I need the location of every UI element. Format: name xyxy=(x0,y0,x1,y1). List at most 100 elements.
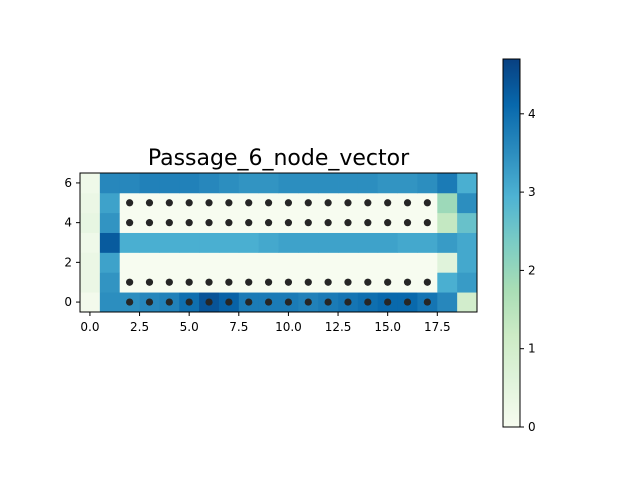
node-marker xyxy=(185,199,193,207)
node-marker xyxy=(225,278,233,286)
heatmap-cell xyxy=(80,212,101,233)
node-marker xyxy=(403,278,412,286)
heatmap-cell xyxy=(298,252,319,273)
node-marker xyxy=(344,298,352,306)
heatmap-cell xyxy=(218,252,240,273)
node-marker xyxy=(423,219,431,227)
heatmap-cell xyxy=(119,232,140,253)
heatmap-cell xyxy=(258,232,279,253)
node-marker xyxy=(364,278,372,286)
node-marker xyxy=(384,298,392,306)
heatmap-cell xyxy=(457,272,478,293)
heatmap-cell xyxy=(397,232,418,253)
node-marker xyxy=(423,298,431,306)
node-marker xyxy=(145,298,154,306)
heatmap-cell xyxy=(457,292,478,313)
heatmap-cell xyxy=(218,173,240,194)
heatmap-cell xyxy=(159,232,180,253)
heatmap-cell xyxy=(437,232,458,253)
x-tick-label: 15.0 xyxy=(374,320,401,334)
node-marker xyxy=(403,298,412,306)
x-tick-label: 5.0 xyxy=(180,320,199,334)
node-marker xyxy=(264,199,273,207)
heatmap-cell xyxy=(437,212,458,233)
heatmap-cell xyxy=(318,252,339,273)
node-marker xyxy=(304,219,312,227)
heatmap-cell xyxy=(278,173,299,194)
heatmap-cell xyxy=(179,252,200,273)
node-marker xyxy=(384,199,392,207)
chart-title: Passage_6_node_vector xyxy=(148,146,410,171)
heatmap-cell xyxy=(397,173,418,194)
heatmap-cell xyxy=(437,173,458,194)
node-marker xyxy=(264,298,273,306)
node-marker xyxy=(324,199,332,207)
node-marker xyxy=(205,278,213,286)
colorbar xyxy=(502,58,521,428)
node-marker xyxy=(165,298,173,306)
node-marker xyxy=(165,278,173,286)
node-marker xyxy=(284,219,293,227)
heatmap-cell xyxy=(99,292,121,313)
node-marker xyxy=(185,298,193,306)
heatmap-cell xyxy=(397,252,418,273)
heatmap-cell xyxy=(80,272,101,293)
heatmap-cell xyxy=(238,252,260,273)
node-marker xyxy=(245,219,253,227)
node-marker xyxy=(304,278,312,286)
heatmap-cell xyxy=(159,173,180,194)
heatmap-cell xyxy=(199,252,220,273)
node-marker xyxy=(145,199,154,207)
heatmap-cell xyxy=(377,252,398,273)
heatmap-cell xyxy=(99,212,121,233)
heatmap-cell xyxy=(278,232,299,253)
heatmap-cell xyxy=(80,192,101,214)
x-axis: 0.0 2.5 5.0 7.5 10.0 12.5 15.0 17.5 xyxy=(80,312,451,334)
node-marker xyxy=(284,199,293,207)
node-marker xyxy=(344,219,352,227)
node-marker xyxy=(245,278,253,286)
node-marker xyxy=(205,199,213,207)
heatmap-cell xyxy=(80,292,101,313)
heatmap-cell xyxy=(298,173,319,194)
node-marker xyxy=(423,278,431,286)
colorbar-tick-label: 1 xyxy=(528,342,536,356)
node-marker xyxy=(384,219,392,227)
heatmap-cell xyxy=(278,252,299,273)
node-marker xyxy=(225,199,233,207)
node-marker xyxy=(344,278,352,286)
node-marker xyxy=(126,199,134,207)
colorbar-tick-label: 3 xyxy=(528,185,536,199)
heatmap-cell xyxy=(417,173,438,194)
node-marker xyxy=(225,219,233,227)
node-marker xyxy=(205,219,213,227)
heatmap-cell xyxy=(80,252,101,273)
heatmap-cell xyxy=(357,252,379,273)
heatmap-cell xyxy=(377,232,398,253)
node-marker xyxy=(205,298,213,306)
heatmap-cell xyxy=(139,232,160,253)
node-marker xyxy=(384,278,392,286)
heatmap-cell xyxy=(80,232,101,253)
node-marker xyxy=(225,298,233,306)
heatmap-cell xyxy=(258,173,279,194)
heatmap-cell xyxy=(318,173,339,194)
node-marker xyxy=(403,199,412,207)
heatmap-cell xyxy=(417,252,438,273)
heatmap-cell xyxy=(457,252,478,273)
node-marker xyxy=(403,219,412,227)
heatmap-cell xyxy=(437,292,458,313)
heatmap-cell xyxy=(159,252,180,273)
heatmap-cell xyxy=(357,173,379,194)
heatmap-cell xyxy=(437,272,458,293)
heatmap-cell xyxy=(457,212,478,233)
heatmap-cell xyxy=(238,232,260,253)
node-marker xyxy=(364,298,372,306)
y-tick-label: 2 xyxy=(64,255,72,269)
heatmap-cell xyxy=(199,173,220,194)
heatmap-cell xyxy=(119,252,140,273)
heatmap-cell xyxy=(338,173,359,194)
x-tick-label: 17.5 xyxy=(424,320,451,334)
heatmap-cell xyxy=(457,173,478,194)
